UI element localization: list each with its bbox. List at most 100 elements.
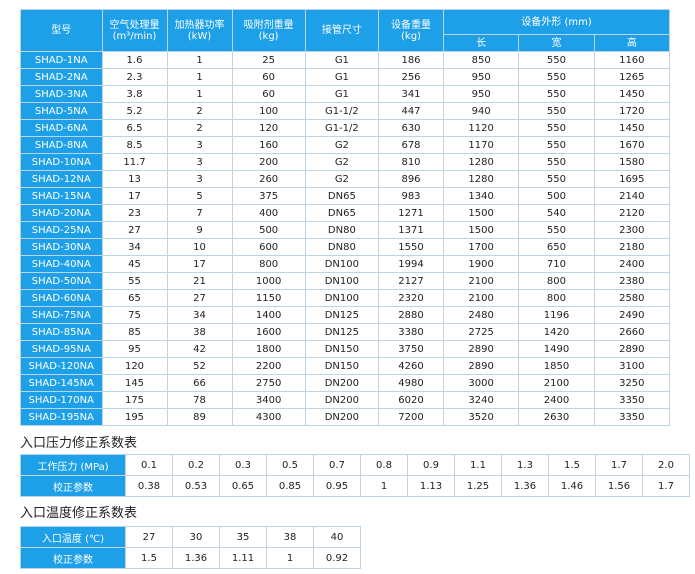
temperature-row-label: 入口温度 (℃) [20, 526, 126, 548]
pressure-value-cell: 0.2 [172, 454, 220, 476]
header-length: 长 [442, 34, 520, 52]
pressure-row-label: 工作压力 (MPa) [20, 454, 126, 476]
cell-width: 540 [518, 204, 595, 222]
cell-adsorbent-weight: 260 [231, 170, 306, 188]
pressure-correction-table: 工作压力 (MPa) 0.1 0.2 0.3 0.5 0.7 0.8 0.9 1.1 1.3 1.5… [20, 454, 690, 497]
table-row: SHAD-60NA 65 27 1150 DN100 2320 2100 800 2580 [20, 289, 671, 307]
cell-adsorbent-weight: 120 [231, 119, 306, 137]
cell-height: 1450 [593, 119, 671, 137]
pressure-row: 工作压力 (MPa) 0.1 0.2 0.3 0.5 0.7 0.8 0.9 1.1 1.3 1.5… [20, 454, 690, 476]
cell-air-flow: 11.7 [101, 153, 168, 171]
cell-heater-power: 10 [166, 238, 233, 256]
cell-model: SHAD-25NA [20, 221, 103, 239]
temperature-value-cell: 1.5 [125, 547, 173, 569]
pressure-value-cell: 1.13 [407, 475, 455, 497]
cell-air-flow: 13 [101, 170, 168, 188]
cell-length: 1500 [442, 221, 520, 239]
cell-heater-power: 1 [166, 68, 233, 86]
cell-length: 940 [442, 102, 520, 120]
pressure-value-cell: 1 [360, 475, 408, 497]
table-row: SHAD-20NA 23 7 400 DN65 1271 1500 540 2120 [20, 204, 671, 222]
pressure-value-cell: 1.7 [595, 454, 643, 476]
cell-height: 2300 [593, 221, 671, 239]
cell-pipe-size: DN125 [304, 306, 380, 324]
temperature-row: 校正参数 1.5 1.36 1.11 1 0.92 [20, 547, 361, 569]
cell-pipe-size: DN80 [304, 221, 380, 239]
cell-width: 550 [518, 68, 595, 86]
header-pipe-size: 接管尺寸 [304, 9, 380, 52]
cell-model: SHAD-40NA [20, 255, 103, 273]
temperature-correction-table: 入口温度 (℃) 27 30 35 38 40 校正参数 1.5 1.36 1.11 1 0.92 [20, 526, 361, 569]
cell-heater-power: 38 [166, 323, 233, 341]
cell-adsorbent-weight: 400 [231, 204, 306, 222]
cell-air-flow: 95 [101, 340, 168, 358]
cell-model: SHAD-20NA [20, 204, 103, 222]
cell-width: 2400 [518, 391, 595, 409]
cell-air-flow: 120 [101, 357, 168, 375]
table-row: SHAD-6NA 6.5 2 120 G1-1/2 630 1120 550 1450 [20, 119, 671, 137]
temperature-value-cell: 1.36 [172, 547, 220, 569]
cell-heater-power: 2 [166, 102, 233, 120]
pressure-value-cell: 1.25 [454, 475, 502, 497]
temperature-table-title: 入口温度修正系数表 [20, 506, 138, 521]
cell-adsorbent-weight: 60 [231, 85, 306, 103]
cell-air-flow: 65 [101, 289, 168, 307]
cell-device-weight: 341 [378, 85, 444, 103]
cell-adsorbent-weight: 200 [231, 153, 306, 171]
cell-width: 1196 [518, 306, 595, 324]
table-row: SHAD-40NA 45 17 800 DN100 1994 1900 710 2400 [20, 255, 671, 273]
cell-model: SHAD-2NA [20, 68, 103, 86]
cell-model: SHAD-170NA [20, 391, 103, 409]
cell-heater-power: 2 [166, 119, 233, 137]
cell-air-flow: 3.8 [101, 85, 168, 103]
cell-height: 2580 [593, 289, 671, 307]
cell-air-flow: 1.6 [101, 51, 168, 69]
cell-height: 3100 [593, 357, 671, 375]
pressure-value-cell: 0.65 [219, 475, 267, 497]
cell-device-weight: 810 [378, 153, 444, 171]
temperature-value-cell: 38 [266, 526, 314, 548]
table-row: SHAD-50NA 55 21 1000 DN100 2127 2100 800 2380 [20, 272, 671, 290]
pressure-value-cell: 1.5 [548, 454, 596, 476]
temperature-value-cell: 35 [219, 526, 267, 548]
table-row: SHAD-5NA 5.2 2 100 G1-1/2 447 940 550 1720 [20, 102, 671, 120]
cell-width: 2100 [518, 374, 595, 392]
cell-heater-power: 89 [166, 408, 233, 426]
table-row: SHAD-195NA 195 89 4300 DN200 7200 3520 2630 3350 [20, 408, 671, 426]
cell-pipe-size: DN65 [304, 187, 380, 205]
pressure-value-cell: 0.1 [125, 454, 173, 476]
cell-width: 650 [518, 238, 595, 256]
cell-pipe-size: DN200 [304, 408, 380, 426]
cell-device-weight: 4980 [378, 374, 444, 392]
table-row: SHAD-3NA 3.8 1 60 G1 341 950 550 1450 [20, 85, 671, 103]
cell-adsorbent-weight: 4300 [231, 408, 306, 426]
cell-width: 1490 [518, 340, 595, 358]
cell-height: 3350 [593, 408, 671, 426]
cell-height: 3350 [593, 391, 671, 409]
table-row: SHAD-2NA 2.3 1 60 G1 256 950 550 1265 [20, 68, 671, 86]
cell-height: 1695 [593, 170, 671, 188]
cell-length: 1280 [442, 170, 520, 188]
cell-pipe-size: G1-1/2 [304, 102, 380, 120]
cell-device-weight: 1371 [378, 221, 444, 239]
cell-model: SHAD-145NA [20, 374, 103, 392]
header-adsorbent-weight: 吸附剂重量 (kg) [231, 9, 306, 52]
cell-air-flow: 34 [101, 238, 168, 256]
cell-adsorbent-weight: 60 [231, 68, 306, 86]
pressure-value-cell: 0.5 [266, 454, 314, 476]
temperature-value-cell: 1 [266, 547, 314, 569]
cell-air-flow: 27 [101, 221, 168, 239]
cell-device-weight: 447 [378, 102, 444, 120]
cell-device-weight: 256 [378, 68, 444, 86]
table-row: SHAD-75NA 75 34 1400 DN125 2880 2480 1196 2490 [20, 306, 671, 324]
cell-pipe-size: DN200 [304, 391, 380, 409]
cell-pipe-size: DN150 [304, 357, 380, 375]
cell-adsorbent-weight: 3400 [231, 391, 306, 409]
cell-length: 3520 [442, 408, 520, 426]
cell-air-flow: 23 [101, 204, 168, 222]
cell-device-weight: 1271 [378, 204, 444, 222]
cell-width: 550 [518, 51, 595, 69]
cell-heater-power: 1 [166, 85, 233, 103]
cell-height: 2400 [593, 255, 671, 273]
pressure-value-cell: 0.38 [125, 475, 173, 497]
